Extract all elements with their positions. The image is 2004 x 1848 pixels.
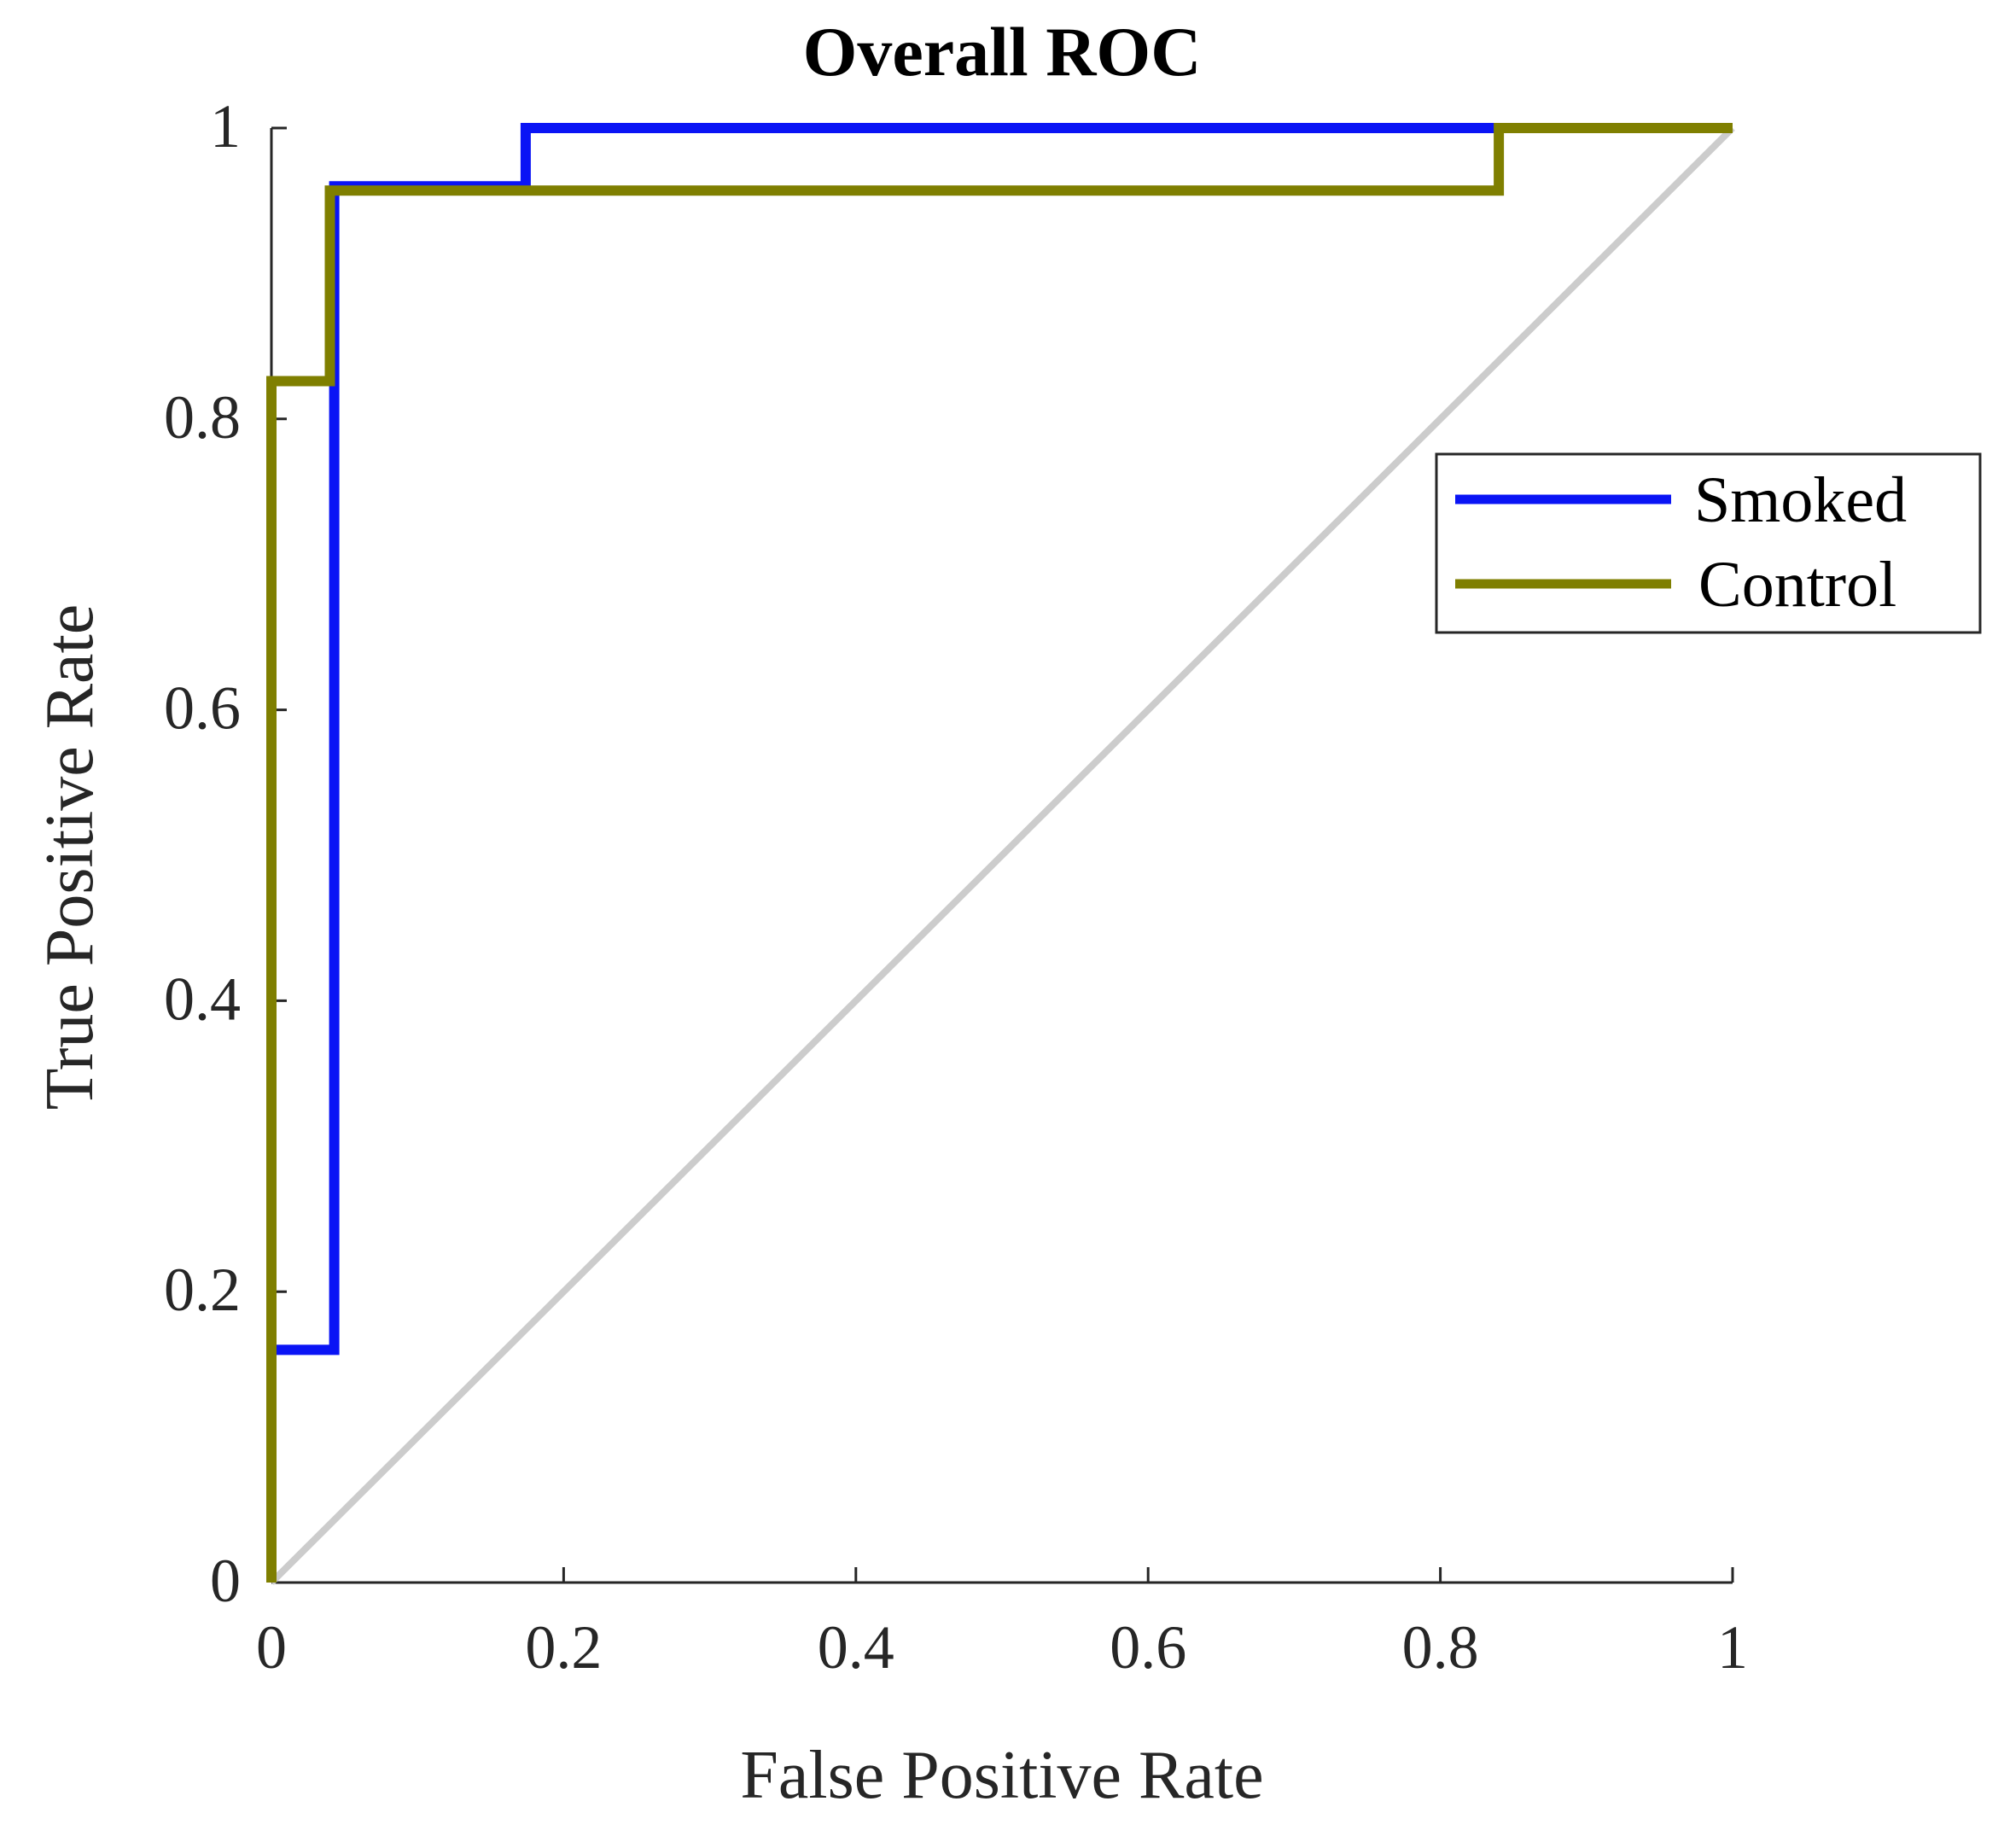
y-tick-label: 0.6 <box>164 674 241 743</box>
x-tick-label: 0.4 <box>818 1613 894 1682</box>
y-tick-label: 0.4 <box>164 965 241 1033</box>
x-tick-label: 0.2 <box>525 1613 602 1682</box>
legend: Smoked Control <box>1435 452 1982 634</box>
y-tick-label: 1 <box>210 92 241 160</box>
ticks: 0 0.2 0.4 0.6 0.8 1 0 0.2 0.4 0.6 0.8 1 <box>164 92 1748 1682</box>
y-tick-label: 0.2 <box>164 1256 241 1324</box>
chart-title: Overall ROC <box>803 13 1202 90</box>
legend-label-smoked: Smoked <box>1694 464 1907 536</box>
y-tick-label: 0 <box>210 1547 241 1615</box>
x-tick-label: 0.8 <box>1402 1613 1479 1682</box>
x-axis-label: False Positive Rate <box>740 1738 1263 1813</box>
y-axis-label: True Positive Rate <box>32 604 108 1111</box>
legend-box <box>1435 452 1982 634</box>
x-tick-label: 1 <box>1717 1613 1748 1682</box>
y-tick-label: 0.8 <box>164 383 241 452</box>
plot-lines <box>266 123 1735 1585</box>
legend-label-control: Control <box>1698 549 1896 621</box>
chance-diagonal-line <box>269 125 1735 1585</box>
x-tick-label: 0 <box>256 1613 287 1682</box>
x-tick-label: 0.6 <box>1110 1613 1186 1682</box>
roc-curve-control <box>266 123 1733 1583</box>
